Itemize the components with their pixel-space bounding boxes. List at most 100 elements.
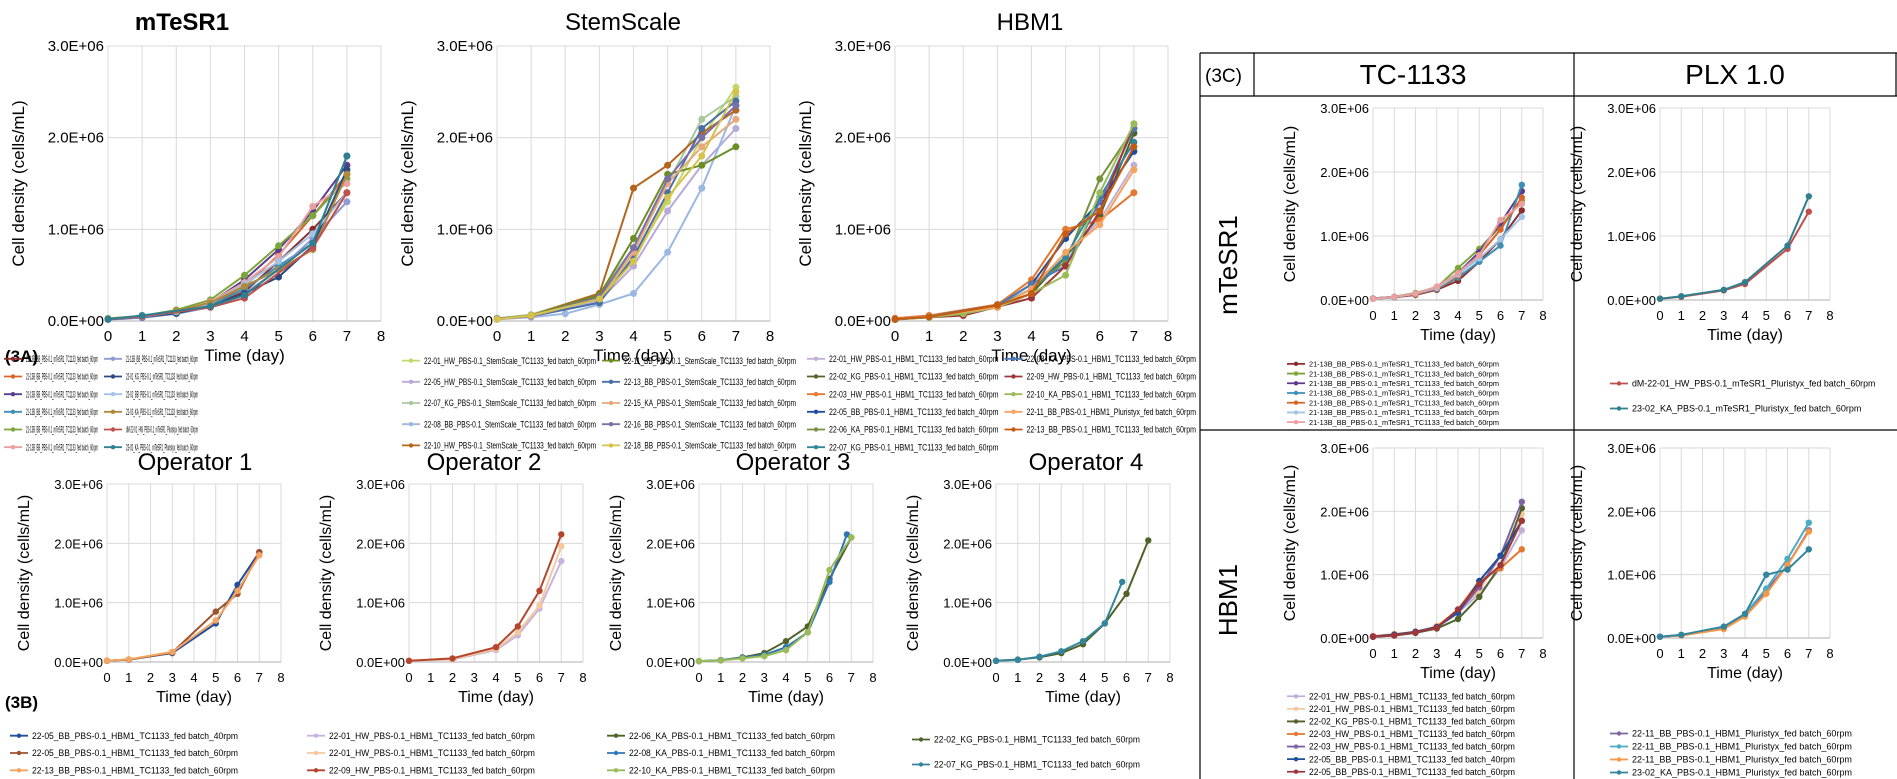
x-tick-label: 3 <box>1433 646 1440 661</box>
legend-item: 22-10_KA_PBS-0.1_HBM1_TC1133_fed batch_6… <box>607 765 835 775</box>
legend-item: 22-01_HW_PBS-0.1_HBM1_TC1133_fed batch_6… <box>807 354 999 364</box>
series-7 <box>493 115 740 323</box>
y-tick-label: 2.0E+06 <box>437 130 493 147</box>
chart-title: Operator 3 <box>736 449 851 476</box>
gridlines <box>995 483 1171 663</box>
y-tick-label: 2.0E+06 <box>1607 165 1656 180</box>
y-tick-label: 2.0E+06 <box>356 536 405 551</box>
legend-marker <box>1293 719 1299 724</box>
legend-label: 22-08_BB_PBS-0.1_StemScale_TC1133_fed ba… <box>424 419 596 429</box>
legend: dM-22-01_HW_PBS-0.1_mTeSR1_Pluristyx_fed… <box>1610 379 1875 414</box>
legend-marker <box>1293 706 1299 712</box>
legend-marker <box>1293 694 1299 699</box>
series-1 <box>992 578 1126 664</box>
data-point <box>1101 620 1109 627</box>
data-point <box>561 310 569 318</box>
y-tick-label: 3.0E+06 <box>356 477 405 492</box>
legend-item: 21-13B_BB_PBS-0.1_mTeSR1_TC1133_fed batc… <box>1287 418 1499 427</box>
legend: 22-02_KG_PBS-0.1_HBM1_TC1133_fed batch_6… <box>912 735 1140 770</box>
x-tick-label: 4 <box>240 328 248 345</box>
data-point <box>1096 189 1104 197</box>
series-1 <box>695 531 851 665</box>
x-tick-label: 7 <box>1518 308 1525 323</box>
legend-label: 22-02_KG_PBS-0.1_HBM1_TC1133_fed batch_6… <box>1309 717 1515 727</box>
data-point <box>630 257 637 265</box>
legend-label: 21-13B_BB_PBS-0.1_mTeSR1_TC1133_fed batc… <box>1309 418 1499 427</box>
x-axis-label: Time (day) <box>458 689 534 706</box>
data-point <box>1062 262 1070 270</box>
chart-title: Operator 1 <box>138 449 253 476</box>
legend-item: 22-03_HW_PBS-0.1_HBM1_TC1133_fed batch_6… <box>807 389 999 399</box>
chart-hbm1: 0 1 2 3 4 5 6 7 8 0.0E+00 1.0E+06 2.0E+06 3.0E+06 Tim… <box>796 9 1196 452</box>
data-point <box>630 290 637 297</box>
data-point <box>1145 537 1152 544</box>
x-tick-label: 5 <box>804 670 811 685</box>
chart-tc1133_mtesr1: 0 1 2 3 4 5 6 7 8 0.0E+00 1.0E+06 2.0E+06 3.0E+06 Tim… <box>1282 101 1547 427</box>
legend-marker <box>813 356 819 362</box>
y-tick-label: 1.0E+06 <box>1607 229 1656 244</box>
series-2 <box>695 534 855 665</box>
y-tick-label: 1.0E+06 <box>943 596 992 611</box>
data-point <box>630 244 637 252</box>
legend-item: 22-08_KA_PBS-0.1_HBM1_TC1133_fed batch_6… <box>607 748 835 758</box>
x-tick-label: 1 <box>138 328 146 345</box>
data-point <box>343 189 351 197</box>
data-point <box>1518 546 1526 553</box>
data-point <box>1079 638 1087 645</box>
legend: 22-01_HW_PBS-0.1_StemScale_TC1133_fed ba… <box>402 356 796 451</box>
gridlines <box>698 483 874 663</box>
legend: 21-13B_BB_PBS-0.1_mTeSR1_TC1133_fed batc… <box>1287 360 1499 427</box>
legend-marker <box>408 358 414 363</box>
data-point <box>241 271 248 279</box>
data-point <box>256 552 263 559</box>
data-point <box>732 88 740 96</box>
legend-item: 22-02_BB_PBS-0.1_mTeSR1_TC1133_fed batch… <box>104 389 198 399</box>
legend-marker <box>813 374 819 379</box>
y-axis-label: Cell density (cells/mL) <box>1282 126 1299 282</box>
legend-item: 21-13B_BB_PBS-0.1_mTeSR1_TC1133_fed batc… <box>4 425 98 435</box>
legend-marker <box>813 444 819 450</box>
data-point <box>405 657 413 664</box>
gridlines <box>106 483 282 663</box>
y-tick-label: 1.0E+06 <box>48 221 104 238</box>
x-tick-label: 0 <box>891 328 899 345</box>
data-point <box>1454 264 1462 272</box>
legend-label: 22-18_BB_PBS-0.1_StemScale_TC1133_fed ba… <box>624 441 796 451</box>
data-point <box>104 315 112 323</box>
legend-marker <box>1616 381 1622 386</box>
data-point <box>169 648 176 656</box>
legend-label: 22-09_HW_PBS-0.1_HBM1_TC1133_fed batch_6… <box>329 765 535 775</box>
legend-item: 22-09_HW_PBS-0.1_HBM1_TC1133_fed batch_6… <box>307 765 535 775</box>
data-point <box>536 587 543 594</box>
chart-stemscale: 0 1 2 3 4 5 6 7 80.0E+001.0E+062.0E+063.0E+06Tim… <box>398 9 796 451</box>
x-tick-label: 4 <box>782 670 789 685</box>
legend-marker <box>608 443 614 448</box>
legend-item: 22-06_KA_PBS-0.1_HBM1_TC1133_fed batch_6… <box>807 425 999 435</box>
legend-label: 22-09_HW_PBS-0.1_HBM1_TC1133_fed batch_6… <box>1027 372 1197 382</box>
legend-label: 22-10_HW_PBS-0.1_StemScale_TC1133_fed ba… <box>424 441 596 451</box>
legend-label: 22-07_KG_PBS-0.1_HBM1_TC1133_fed batch_6… <box>829 442 999 452</box>
data-point <box>1369 295 1377 302</box>
data-point <box>309 202 317 210</box>
legend-item: 22-11_BB_PBS-0.1_StemScale_TC1133_fed ba… <box>602 356 796 366</box>
legend: 22-05_BB_PBS-0.1_HBM1_TC1133_fed batch_4… <box>10 731 238 775</box>
legend-item: 22-01_HW_PBS-0.1_HBM1_TC1133_fed batch_6… <box>307 748 535 758</box>
y-tick-label: 3.0E+06 <box>943 477 992 492</box>
series-line <box>107 155 348 321</box>
legend-item: 22-01_KG_PBS-0.1_mTeSR1_TC1133_fed batch… <box>104 372 198 382</box>
x-tick-label: 3 <box>471 670 478 685</box>
legend-marker <box>408 379 414 384</box>
x-tick-label: 1 <box>717 670 724 685</box>
x-tick-label: 2 <box>172 328 180 345</box>
legend-item: 22-08_KA_PBS-0.1_HBM1_TC1133_fed batch_6… <box>1004 354 1196 364</box>
legend-marker <box>608 400 614 406</box>
legend-item: 22-05_HW_PBS-0.1_StemScale_TC1133_fed ba… <box>402 377 596 387</box>
legend-marker <box>10 444 16 450</box>
data-point <box>241 291 248 299</box>
x-tick-label: 0 <box>104 328 112 345</box>
x-tick-label: 5 <box>1476 308 1483 323</box>
legend-marker <box>1293 731 1299 737</box>
data-point <box>1096 175 1104 183</box>
x-tick-label: 4 <box>1454 308 1461 323</box>
y-tick-label: 3.0E+06 <box>1607 441 1656 456</box>
